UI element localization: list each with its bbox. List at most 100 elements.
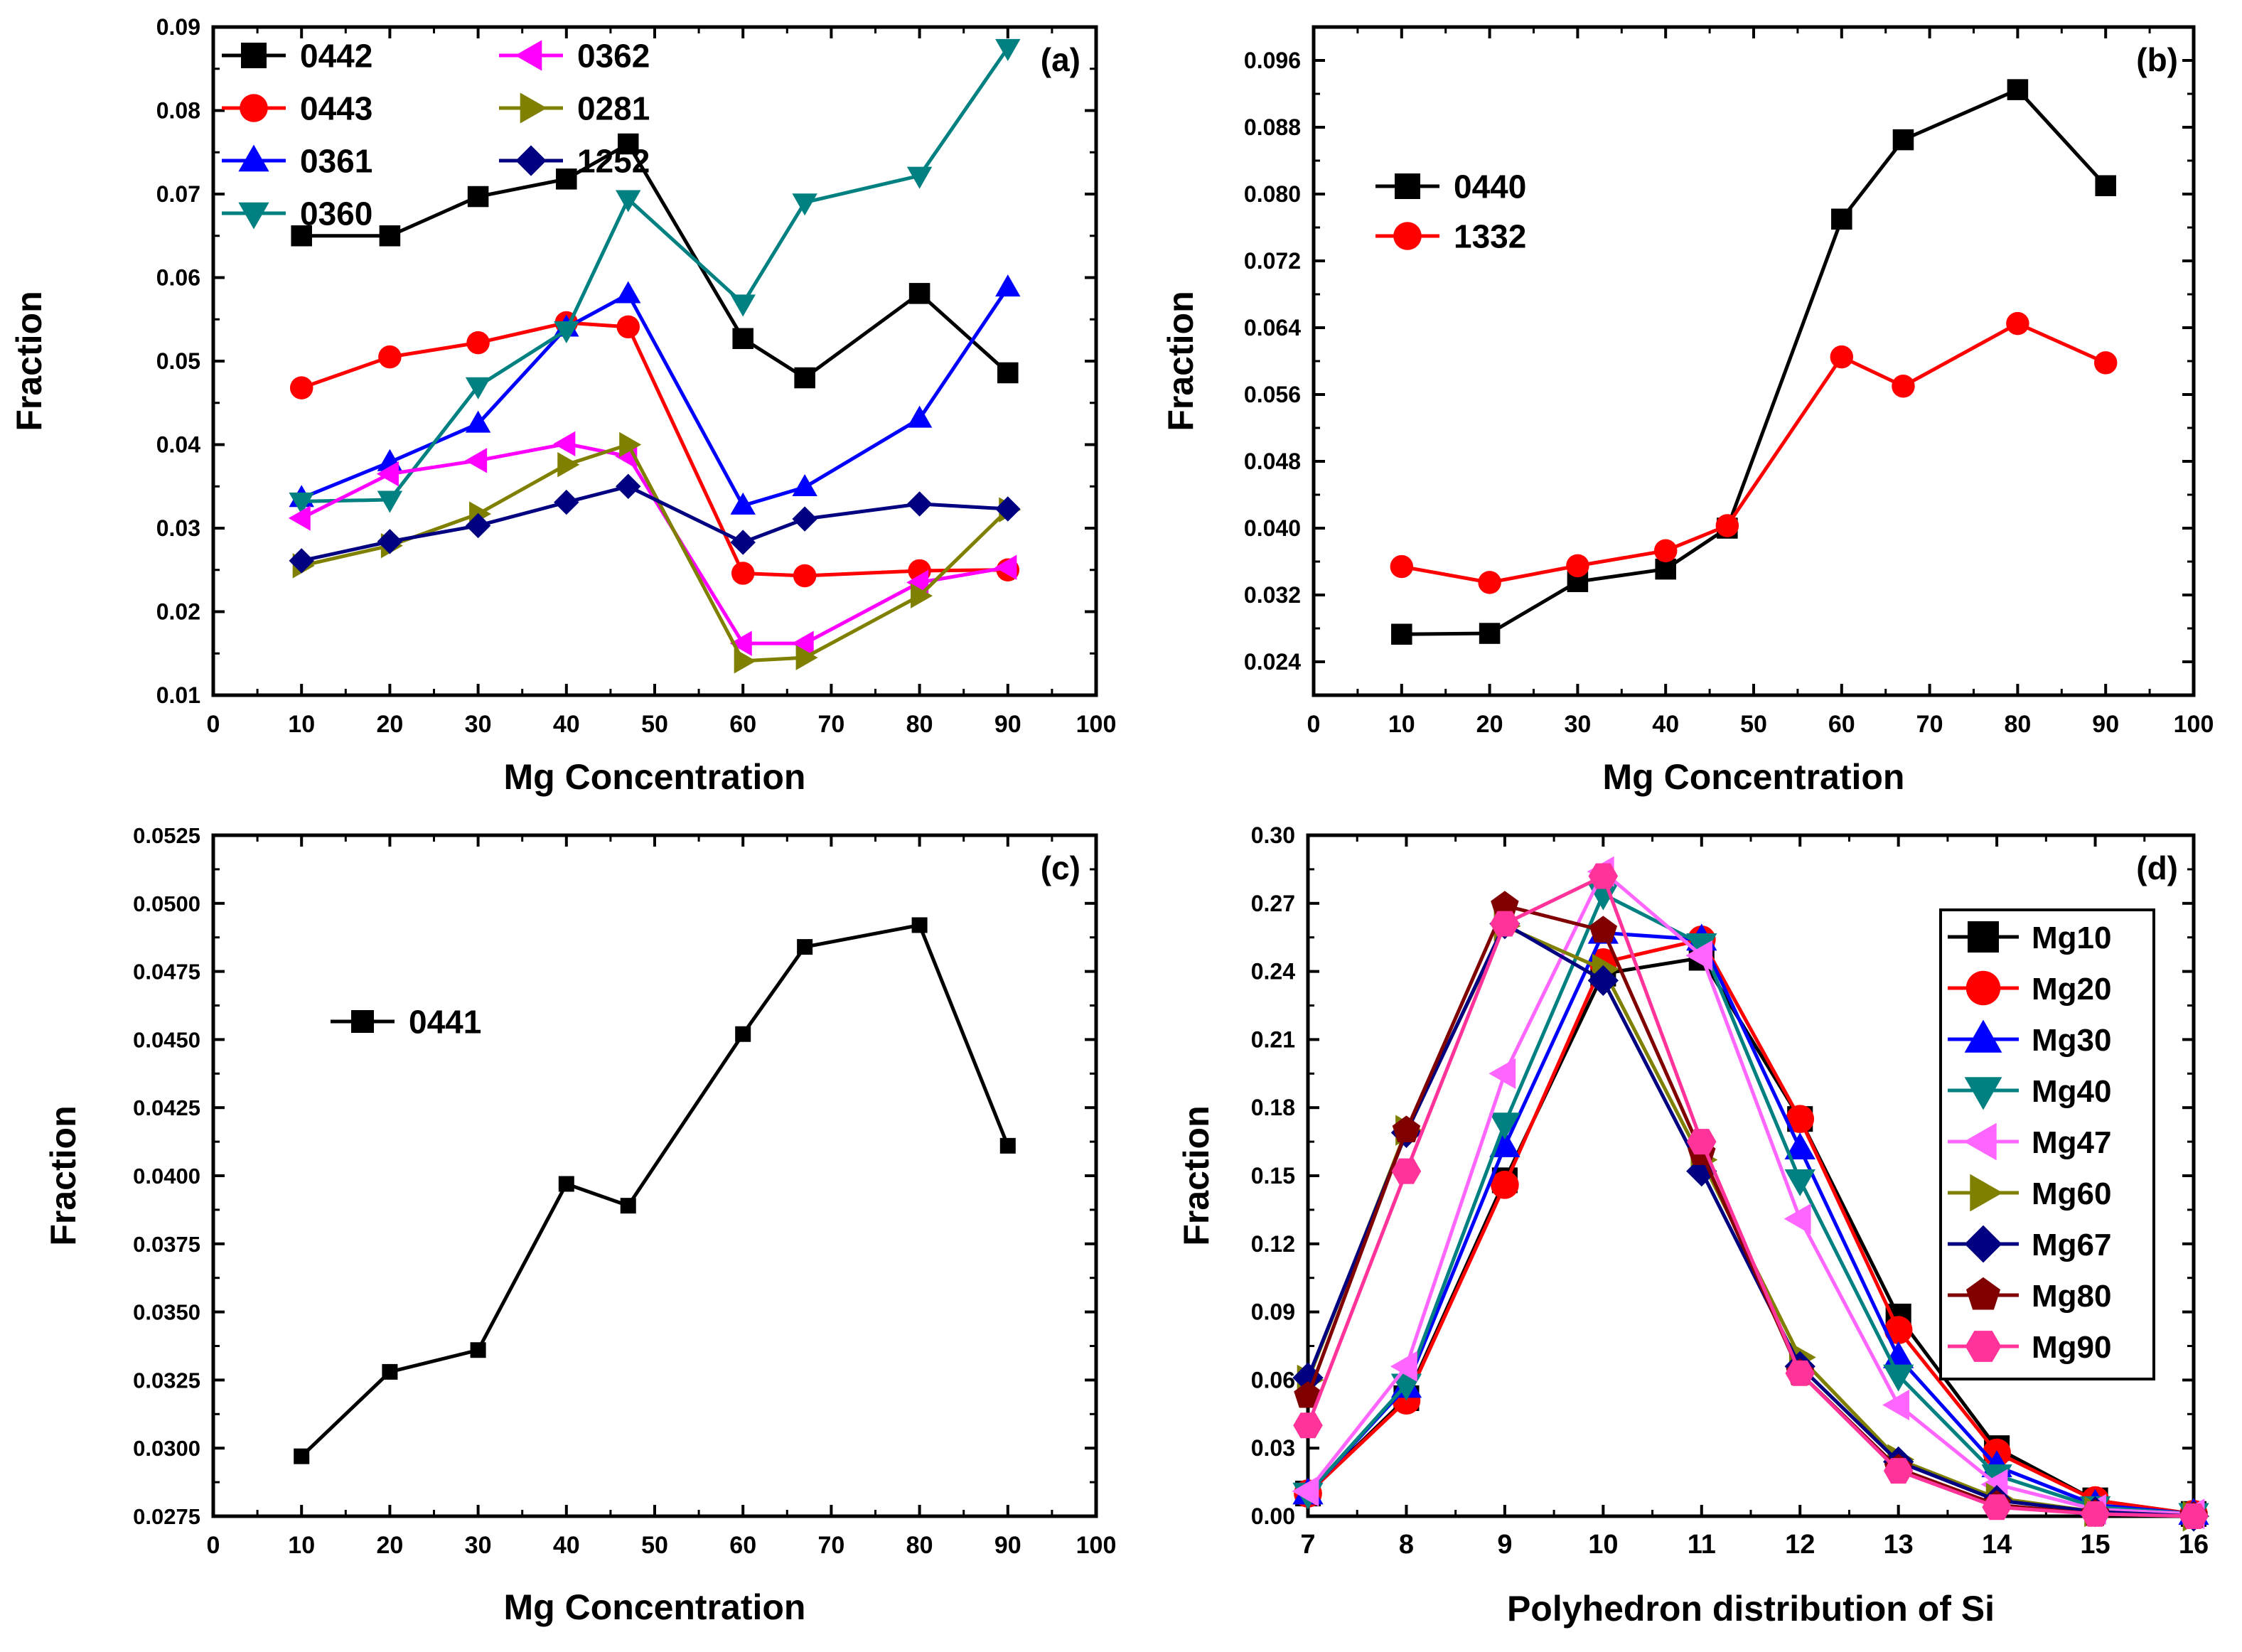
x-axis-title: Mg Concentration — [1603, 757, 1905, 797]
data-point — [1566, 554, 1589, 578]
legend-item: Mg20 — [1948, 970, 2111, 1007]
y-tick-label: 0.0400 — [133, 1164, 200, 1189]
data-point — [377, 490, 403, 513]
data-point — [466, 331, 490, 355]
legend-marker — [520, 92, 547, 124]
data-point — [617, 133, 639, 155]
data-point — [2095, 175, 2116, 197]
data-point — [906, 569, 929, 596]
legend-item: 0360 — [222, 195, 372, 232]
data-point — [1892, 375, 1915, 398]
y-tick-label: 0.032 — [1244, 582, 1301, 608]
data-point — [995, 38, 1021, 61]
legend-item: 0281 — [499, 90, 650, 127]
legend-marker — [238, 202, 269, 230]
legend-item: 0441 — [331, 1004, 481, 1041]
data-point — [557, 451, 580, 478]
legend-label: Mg90 — [2032, 1330, 2111, 1365]
data-point — [997, 362, 1019, 384]
legend-item: Mg80 — [1948, 1277, 2111, 1314]
data-point — [1490, 911, 1520, 937]
x-tick-label: 30 — [465, 1532, 492, 1559]
x-tick-label: 60 — [729, 711, 756, 738]
legend-label: Mg30 — [2032, 1023, 2111, 1058]
y-tick-label: 0.07 — [156, 181, 200, 207]
panel-label: (a) — [1041, 41, 1080, 78]
panel-a: 0 10 20 30 40 50 60 70 80 90 100 0.01 0.02 0.03 0.04 0.… — [9, 14, 1116, 797]
y-axis-title: Fraction — [1161, 291, 1201, 431]
x-tick-label: 80 — [906, 711, 933, 738]
data-point — [994, 554, 1017, 580]
legend-item: Mg60 — [1948, 1174, 2111, 1212]
legend-item: Mg47 — [1948, 1122, 2111, 1161]
x-tick-label: 50 — [641, 1532, 668, 1559]
data-point — [376, 461, 399, 487]
legend-item: Mg10 — [1948, 921, 2111, 955]
x-tick-label: 70 — [817, 1532, 844, 1559]
legend-item: Mg90 — [1948, 1330, 2111, 1365]
x-tick-label: 40 — [553, 711, 580, 738]
data-point — [616, 315, 640, 339]
data-point — [470, 1342, 486, 1358]
legend-label: 0441 — [409, 1004, 481, 1041]
data-point — [291, 225, 312, 247]
legend-item: 0443 — [222, 90, 372, 127]
y-tick-label: 0.03 — [156, 515, 200, 541]
legend-label: Mg60 — [2032, 1176, 2111, 1211]
y-tick-label: 0.02 — [156, 599, 200, 625]
data-point — [1784, 1203, 1811, 1235]
data-point — [1784, 1132, 1815, 1160]
data-point — [1390, 1373, 1422, 1401]
data-point — [906, 491, 933, 517]
data-point — [797, 939, 813, 955]
data-point — [1294, 1381, 1322, 1408]
data-point — [465, 448, 488, 473]
data-point — [793, 564, 817, 588]
y-tick-label: 0.0350 — [133, 1300, 200, 1325]
x-tick-label: 12 — [1785, 1530, 1815, 1560]
data-point — [467, 186, 489, 208]
x-tick-label: 7 — [1300, 1530, 1315, 1560]
y-tick-label: 0.12 — [1251, 1231, 1295, 1257]
legend-label: 0440 — [1454, 168, 1526, 205]
data-point — [911, 917, 928, 933]
data-point — [553, 431, 576, 457]
legend: 0441 — [331, 1004, 481, 1041]
series-line — [300, 923, 1010, 1458]
data-point — [554, 321, 579, 343]
data-point — [379, 225, 401, 247]
data-point — [995, 274, 1021, 297]
y-tick-label: 0.05 — [156, 348, 200, 374]
x-tick-label: 20 — [376, 711, 403, 738]
y-tick-label: 0.09 — [1251, 1299, 1295, 1325]
x-tick-label: 10 — [1388, 711, 1415, 738]
data-point — [2007, 79, 2029, 100]
legend-marker — [1963, 1122, 1997, 1161]
x-tick-label: 70 — [1916, 711, 1943, 738]
y-tick-label: 0.088 — [1244, 114, 1301, 140]
data-point — [1292, 1476, 1319, 1507]
data-point — [1786, 1105, 1815, 1134]
series-mg90 — [1293, 863, 2209, 1529]
data-point — [995, 496, 1021, 522]
data-point — [1784, 1169, 1815, 1196]
y-axis-title: Fraction — [43, 1105, 83, 1245]
legend: 0442 0443 0361 0360 0362 0281 1252 — [222, 38, 650, 232]
x-tick-label: 60 — [729, 1532, 756, 1559]
legend-item: 0362 — [499, 38, 650, 75]
x-tick-label: 80 — [2004, 711, 2031, 738]
data-point — [616, 190, 641, 213]
data-point — [1589, 916, 1618, 943]
y-tick-label: 0.27 — [1251, 891, 1295, 916]
data-point — [1478, 571, 1501, 594]
y-tick-label: 0.09 — [156, 14, 200, 40]
series-mg47 — [1292, 856, 2205, 1530]
legend-label: Mg40 — [2032, 1074, 2111, 1109]
series-line — [1307, 892, 2194, 1516]
data-point — [729, 631, 752, 656]
x-tick-label: 30 — [1564, 711, 1591, 738]
data-point — [1391, 623, 1412, 645]
data-point — [377, 529, 403, 554]
y-tick-label: 0.0300 — [133, 1436, 200, 1461]
y-tick-label: 0.048 — [1244, 449, 1301, 474]
